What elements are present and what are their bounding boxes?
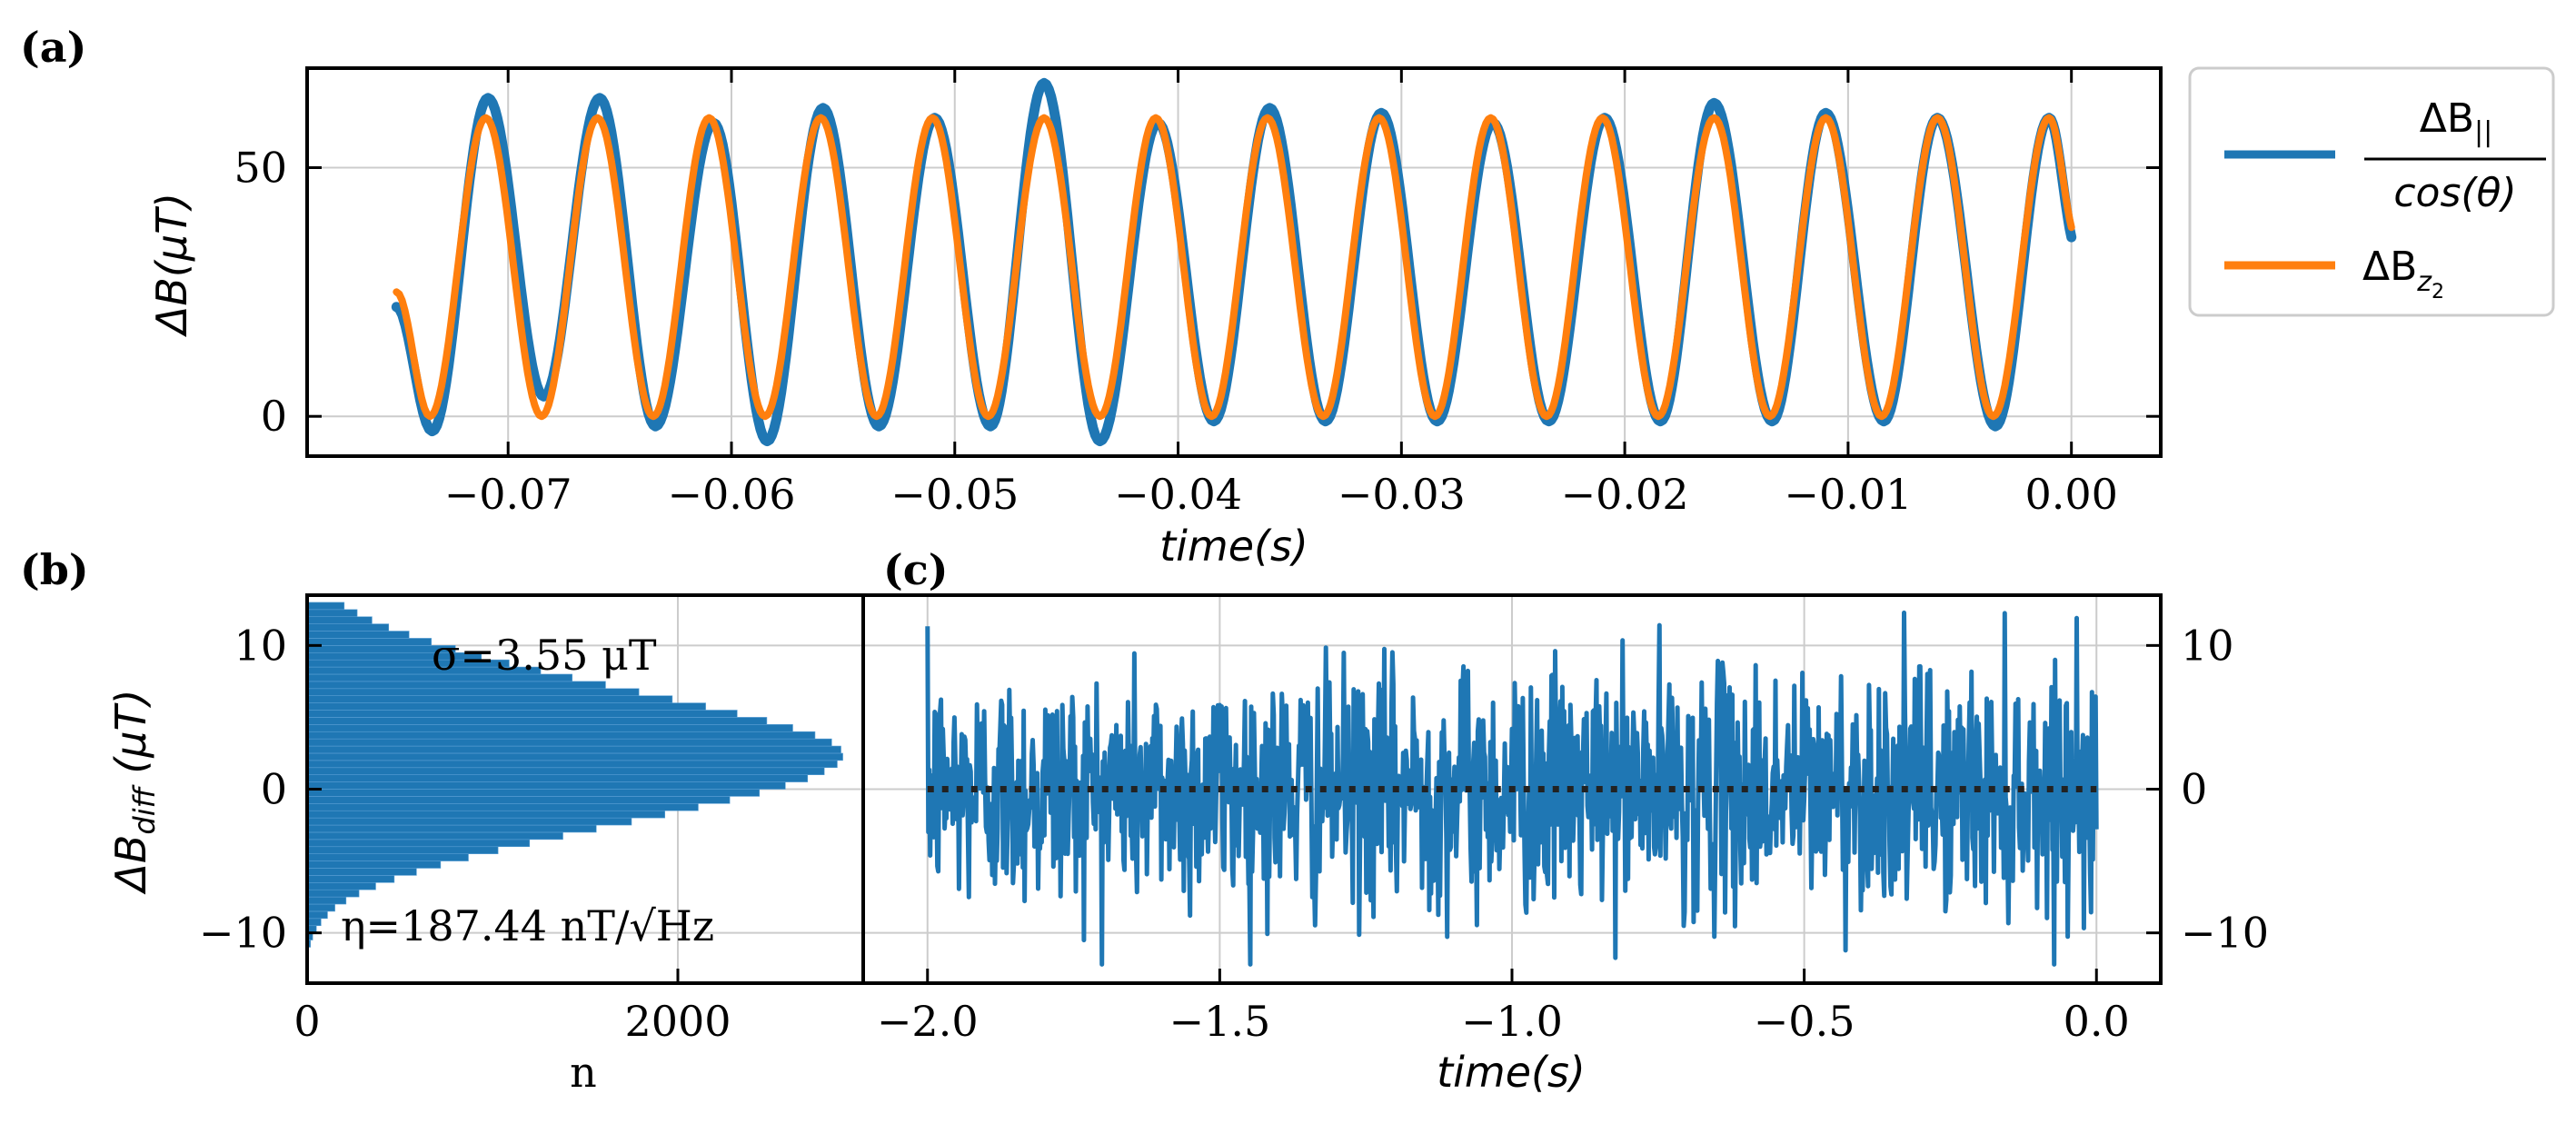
y-tick-label-c: 0 bbox=[2181, 765, 2207, 814]
histogram-bar bbox=[306, 918, 322, 927]
legend-denominator: cos(θ) bbox=[2393, 170, 2516, 216]
series-line-1 bbox=[393, 114, 2075, 421]
x-tick-label-c: −0.5 bbox=[1754, 997, 1855, 1046]
histogram-bar bbox=[306, 853, 469, 861]
histogram-bar bbox=[306, 702, 706, 711]
x-tick-label-a: 0.00 bbox=[2024, 470, 2117, 519]
y-tick-label-c: −10 bbox=[2181, 909, 2269, 958]
x-tick-label-c: −2.0 bbox=[877, 997, 979, 1046]
histogram-bar bbox=[306, 810, 666, 819]
histogram-bar bbox=[306, 631, 410, 639]
histogram-bar bbox=[306, 717, 768, 725]
histogram-bar bbox=[306, 760, 838, 769]
y-axis-label-b: ΔBdiff (μT) bbox=[106, 689, 162, 894]
y-tick-label-c: 10 bbox=[2181, 621, 2234, 670]
histogram-bar bbox=[306, 803, 699, 811]
histogram-bar bbox=[306, 781, 786, 790]
histogram-bar bbox=[306, 831, 563, 841]
panel-label-b: (b) bbox=[20, 545, 89, 594]
y-tick-label-a: 0 bbox=[261, 392, 287, 441]
x-tick-label-a: −0.04 bbox=[1114, 470, 1242, 519]
annotation-eta: η=187.44 nT/√Hz bbox=[341, 901, 714, 950]
x-tick-label-c: −1.0 bbox=[1461, 997, 1563, 1046]
y-tick-label-a: 50 bbox=[234, 143, 287, 192]
y-tick-label-b: −10 bbox=[199, 909, 287, 958]
histogram-bar bbox=[306, 752, 843, 761]
histogram-bar bbox=[306, 903, 335, 912]
y-axis-label-a: ΔB(μT) bbox=[147, 193, 196, 337]
plot-c: −2.0 −1.5 −1.0 −0.5 0.0 −10 0 10 time(s) bbox=[861, 593, 2269, 1097]
histogram-bar bbox=[306, 609, 358, 618]
x-tick-label-a: −0.01 bbox=[1784, 470, 1912, 519]
histogram-bar bbox=[306, 767, 825, 775]
histogram-bar bbox=[306, 796, 731, 804]
histogram-bar bbox=[306, 710, 738, 718]
histogram-bar bbox=[306, 738, 832, 747]
histogram-bar bbox=[306, 875, 395, 883]
histogram-bar bbox=[306, 688, 640, 697]
histogram-bar bbox=[306, 731, 816, 740]
histogram-bar bbox=[306, 824, 597, 833]
x-tick-label-b: 0 bbox=[293, 997, 320, 1046]
histogram-bar bbox=[306, 817, 632, 826]
x-tick-label-a: −0.02 bbox=[1561, 470, 1689, 519]
histogram-bar bbox=[306, 860, 442, 869]
x-tick-label-a: −0.05 bbox=[890, 470, 1019, 519]
histogram-bar bbox=[306, 774, 809, 782]
x-tick-label-a: −0.03 bbox=[1338, 470, 1466, 519]
histogram-bar bbox=[306, 789, 761, 797]
y-tick-label-b: 10 bbox=[234, 621, 287, 670]
histogram-bar bbox=[306, 695, 673, 703]
histogram-bar bbox=[306, 881, 376, 890]
histogram-bar bbox=[306, 602, 345, 611]
histogram-bar bbox=[306, 623, 390, 632]
x-tick-label-c: −1.5 bbox=[1169, 997, 1271, 1046]
panel-label-a: (a) bbox=[20, 23, 86, 72]
x-axis-label-a: time(s) bbox=[1159, 522, 1308, 571]
legend-numerator: ΔB|| bbox=[2420, 95, 2493, 148]
axes-frame-a bbox=[305, 66, 2163, 458]
x-tick-label-b: 2000 bbox=[624, 997, 731, 1046]
panel-label-c: (c) bbox=[883, 545, 949, 594]
histogram-bar bbox=[306, 846, 499, 854]
x-tick-label-c: 0.0 bbox=[2064, 997, 2130, 1046]
histogram-bar bbox=[306, 681, 606, 690]
histogram-bar bbox=[306, 638, 432, 646]
histogram-bar bbox=[306, 745, 841, 754]
x-tick-label-a: −0.06 bbox=[668, 470, 796, 519]
legend: ΔB||cos(θ)ΔBz2 bbox=[2188, 66, 2555, 317]
histogram-bar bbox=[306, 889, 360, 898]
annotation-sigma: σ=3.55 μT bbox=[432, 631, 657, 680]
histogram-bar bbox=[306, 616, 373, 624]
histogram-bar bbox=[306, 910, 328, 920]
y-tick-label-b: 0 bbox=[261, 765, 287, 814]
histogram-bar bbox=[306, 868, 417, 876]
histogram-bar bbox=[306, 724, 793, 732]
x-axis-label-c: time(s) bbox=[1437, 1048, 1586, 1097]
x-tick-label-a: −0.07 bbox=[444, 470, 572, 519]
legend-box bbox=[2188, 66, 2555, 317]
plot-a: −0.07 −0.06 −0.05 −0.04 −0.03 −0.02 −0.01 0.00 0… bbox=[147, 66, 2163, 571]
noise-trace bbox=[925, 610, 2099, 967]
x-axis-label-b: n bbox=[570, 1048, 597, 1097]
histogram-bar bbox=[306, 839, 531, 848]
